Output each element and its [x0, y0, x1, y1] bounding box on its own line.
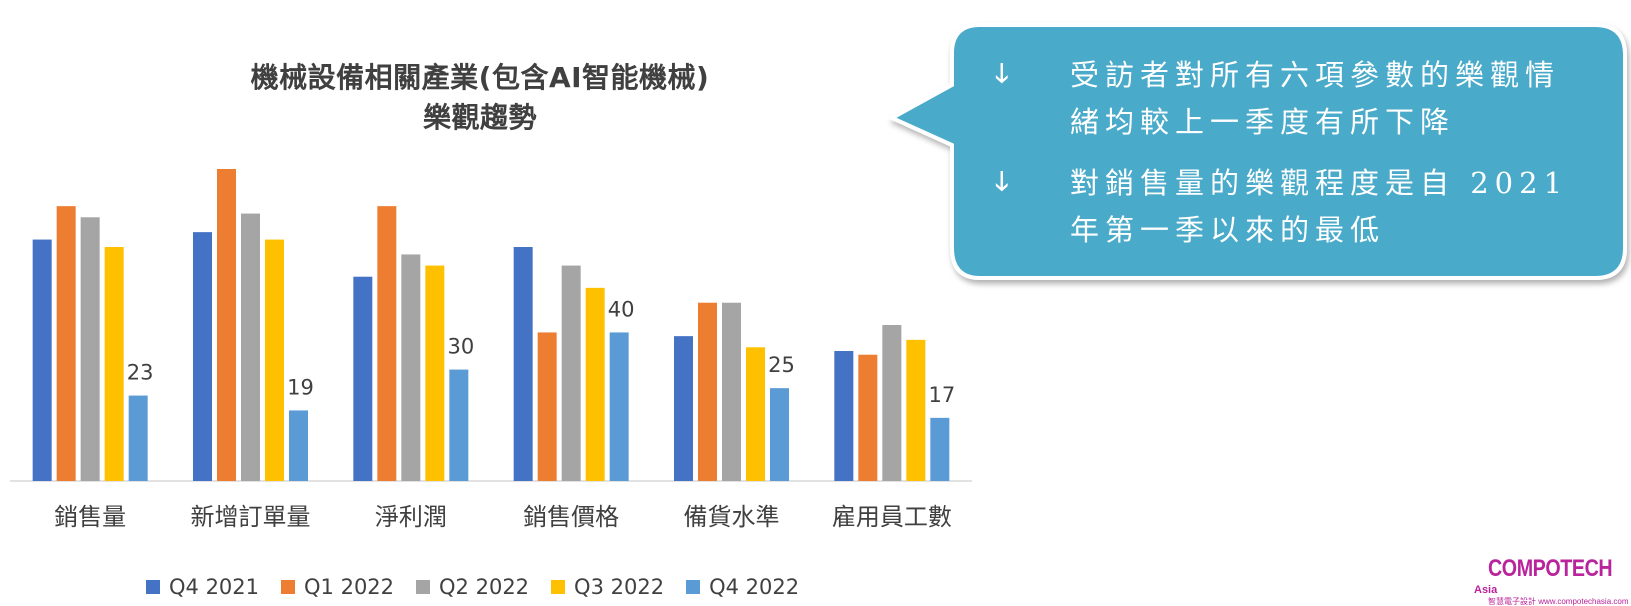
- legend-swatch: [146, 580, 160, 594]
- data-label: 19: [287, 375, 314, 399]
- bar-q4-2022-5: [930, 417, 950, 481]
- bar-q4-2022-1: [289, 410, 308, 481]
- category-label: 淨利潤: [375, 503, 447, 531]
- bar-q4-2022-4: [770, 388, 789, 481]
- data-label: 17: [928, 383, 955, 407]
- brand-suffix: Asia: [1474, 584, 1498, 596]
- bar-q3-2022-2: [425, 265, 445, 481]
- bar-q2-2022-4: [722, 302, 741, 481]
- callout-shape: [887, 23, 1627, 280]
- bullet-text: 受訪者對所有六項參數的樂觀情緒均較上一季度有所下降: [1070, 58, 1561, 139]
- bar-q4-2021-1: [193, 232, 212, 481]
- bar-q4-2022-0: [128, 395, 148, 481]
- bar-q2-2022-0: [80, 217, 100, 482]
- bar-q2-2022-3: [561, 265, 581, 481]
- legend-item-q4-2022: Q4 2022: [686, 575, 799, 599]
- bar-q4-2022-2: [449, 369, 469, 481]
- data-label: 25: [768, 353, 795, 377]
- chart-title-line-2: 樂觀趨勢: [422, 101, 537, 134]
- data-label: 23: [127, 361, 154, 385]
- callout-text: 🡓 受訪者對所有六項參數的樂觀情緒均較上一季度有所下降 🡓 對銷售量的樂觀程度是…: [995, 52, 1595, 268]
- bar-q1-2022-2: [377, 206, 397, 481]
- bar-q1-2022-4: [698, 302, 717, 481]
- bar-q3-2022-0: [104, 247, 124, 481]
- brand-tagline: 智慧電子設計 www.compotechasia.com: [1488, 597, 1629, 606]
- compotech-logo: COMPOTECH Asia 智慧電子設計 www.compotechasia.c…: [1474, 555, 1631, 606]
- chart-title-line-1: 機械設備相關產業(包含AI智能機械): [250, 61, 710, 94]
- legend-swatch: [686, 580, 701, 594]
- bar-q3-2022-3: [585, 287, 605, 481]
- down-arrow-icon: 🡓: [995, 59, 1009, 89]
- legend-label: Q4 2021: [169, 575, 260, 599]
- category-label: 新增訂單量: [191, 503, 311, 531]
- bullet-text: 對銷售量的樂觀程度是自 2021 年第一季以來的最低: [1070, 166, 1569, 247]
- chart-title: 機械設備相關產業(包含AI智能機械) 樂觀趨勢: [120, 58, 840, 138]
- legend-item-q3-2022: Q3 2022: [551, 575, 664, 599]
- bar-q1-2022-5: [858, 354, 878, 481]
- legend-label: Q4 2022: [709, 575, 800, 599]
- down-arrow-icon: 🡓: [995, 167, 1009, 197]
- bar-q2-2022-5: [882, 325, 902, 481]
- legend-label: Q1 2022: [304, 575, 395, 599]
- legend-item-q4-2021: Q4 2021: [146, 575, 259, 599]
- bar-q4-2021-3: [513, 247, 533, 481]
- legend-swatch: [281, 580, 296, 594]
- bar-q3-2022-5: [906, 339, 926, 481]
- bar-q4-2022-3: [609, 332, 629, 481]
- bar-q3-2022-4: [746, 347, 765, 481]
- callout-bullet-2: 🡓 對銷售量的樂觀程度是自 2021 年第一季以來的最低: [995, 160, 1595, 254]
- bar-q4-2021-2: [353, 276, 373, 481]
- bar-q1-2022-0: [56, 206, 76, 481]
- legend-swatch: [416, 580, 431, 594]
- bar-q1-2022-1: [217, 169, 236, 481]
- category-label: 雇用員工數: [832, 503, 952, 531]
- data-label: 40: [608, 297, 635, 321]
- legend-label: Q2 2022: [439, 575, 530, 599]
- legend-label: Q3 2022: [574, 575, 665, 599]
- bar-q2-2022-2: [401, 254, 421, 481]
- bar-q2-2022-1: [241, 213, 260, 482]
- category-label: 銷售價格: [523, 503, 619, 531]
- category-label: 備貨水準: [684, 503, 780, 531]
- bar-q1-2022-3: [537, 332, 557, 481]
- bar-q4-2021-4: [674, 336, 693, 481]
- callout-bullet-1: 🡓 受訪者對所有六項參數的樂觀情緒均較上一季度有所下降: [995, 52, 1595, 146]
- category-label: 銷售量: [54, 503, 126, 531]
- brand-name: COMPOTECH: [1488, 555, 1613, 582]
- data-label: 30: [447, 335, 474, 359]
- legend-item-q2-2022: Q2 2022: [416, 575, 529, 599]
- bar-q4-2021-0: [32, 239, 52, 481]
- bar-q4-2021-5: [834, 351, 854, 481]
- legend-item-q1-2022: Q1 2022: [281, 575, 394, 599]
- bar-q3-2022-1: [265, 239, 284, 481]
- chart-legend: Q4 2021 Q1 2022 Q2 2022 Q3 2022 Q4 2022: [146, 572, 799, 602]
- legend-swatch: [551, 580, 566, 594]
